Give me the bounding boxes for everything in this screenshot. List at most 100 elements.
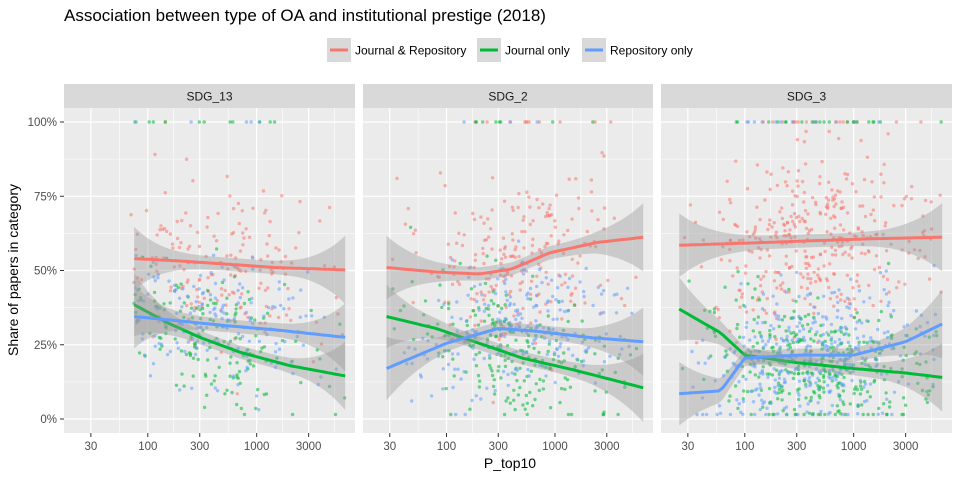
- point-jr: [852, 234, 857, 238]
- point-r: [472, 284, 477, 289]
- point-r: [784, 290, 788, 294]
- point-jr: [216, 211, 220, 216]
- point-r: [558, 345, 562, 349]
- point-j: [235, 402, 239, 407]
- point-jr: [577, 206, 581, 211]
- y-axis: 0%25%50%75%100%: [28, 117, 64, 426]
- point-jr: [875, 232, 879, 236]
- point-j: [526, 340, 530, 344]
- point-jr: [238, 249, 243, 253]
- point-j: [791, 376, 796, 381]
- point-jr: [486, 217, 490, 221]
- point-jr: [827, 285, 831, 290]
- point-j: [468, 343, 472, 347]
- point-r: [265, 332, 269, 337]
- point-r: [805, 410, 809, 414]
- point-jr: [516, 205, 520, 210]
- point-r: [769, 323, 773, 328]
- point-jr: [828, 262, 832, 266]
- point-r: [792, 316, 796, 320]
- point-jr: [818, 210, 822, 215]
- point-jr: [569, 299, 573, 303]
- point-r: [456, 352, 460, 356]
- point-r: [775, 302, 779, 306]
- point-jr: [788, 228, 792, 232]
- point-jr: [500, 257, 504, 261]
- point-jr: [827, 129, 831, 134]
- point-j: [268, 120, 272, 124]
- point-r: [860, 321, 864, 325]
- point-r: [890, 347, 894, 351]
- point-r: [516, 313, 520, 317]
- point-r: [748, 338, 752, 342]
- point-jr: [873, 219, 877, 223]
- point-jr: [537, 206, 541, 210]
- point-jr: [816, 267, 821, 271]
- point-r: [808, 355, 813, 360]
- point-r: [142, 353, 147, 357]
- point-r: [222, 278, 226, 282]
- point-jr: [265, 242, 269, 246]
- point-jr: [609, 120, 613, 124]
- point-jr: [793, 235, 797, 239]
- point-jr: [764, 269, 768, 274]
- point-jr: [522, 215, 526, 219]
- point-r: [520, 316, 524, 320]
- point-j: [225, 312, 229, 316]
- point-r: [599, 292, 604, 296]
- point-jr: [843, 172, 847, 176]
- point-jr: [872, 195, 876, 199]
- point-j: [724, 349, 728, 353]
- point-j: [755, 341, 760, 345]
- point-jr: [929, 200, 933, 204]
- point-jr: [502, 252, 506, 256]
- point-jr: [413, 228, 417, 232]
- point-jr: [289, 261, 294, 265]
- point-r: [470, 398, 474, 403]
- point-r: [777, 350, 781, 354]
- point-r: [558, 274, 562, 278]
- point-jr: [776, 270, 780, 275]
- point-jr: [529, 321, 533, 325]
- point-r: [776, 384, 780, 388]
- point-jr: [734, 159, 738, 163]
- panel-sdg-3: SDG_3: [661, 84, 952, 433]
- point-j: [437, 351, 441, 355]
- point-r: [863, 382, 868, 386]
- point-r: [504, 277, 508, 282]
- point-r: [555, 317, 559, 321]
- point-j: [242, 412, 247, 417]
- y-axis-title: Share of papers in category: [5, 184, 21, 356]
- point-jr: [527, 120, 531, 124]
- point-r: [508, 120, 513, 124]
- point-jr: [562, 233, 566, 237]
- point-jr: [578, 254, 582, 258]
- confidence-band-jr: [386, 203, 644, 300]
- point-jr: [688, 203, 693, 207]
- point-r: [898, 354, 903, 358]
- point-j: [483, 281, 488, 286]
- point-j: [939, 120, 943, 124]
- point-r: [772, 367, 776, 371]
- point-jr: [168, 289, 173, 293]
- point-j: [490, 373, 495, 378]
- point-j: [217, 365, 221, 369]
- point-r: [136, 299, 140, 303]
- point-jr: [573, 286, 578, 290]
- point-j: [229, 355, 233, 359]
- point-r: [820, 368, 824, 373]
- point-jr: [744, 310, 749, 314]
- point-jr: [241, 243, 245, 247]
- point-r: [787, 329, 791, 333]
- point-r: [175, 341, 179, 345]
- point-j: [492, 302, 496, 306]
- point-j: [504, 293, 508, 297]
- point-j: [793, 334, 797, 338]
- point-r: [554, 298, 558, 302]
- point-r: [153, 334, 157, 338]
- point-r: [544, 276, 548, 280]
- point-j: [758, 330, 762, 335]
- point-jr: [266, 254, 270, 258]
- point-jr: [783, 229, 787, 233]
- point-j: [540, 335, 544, 339]
